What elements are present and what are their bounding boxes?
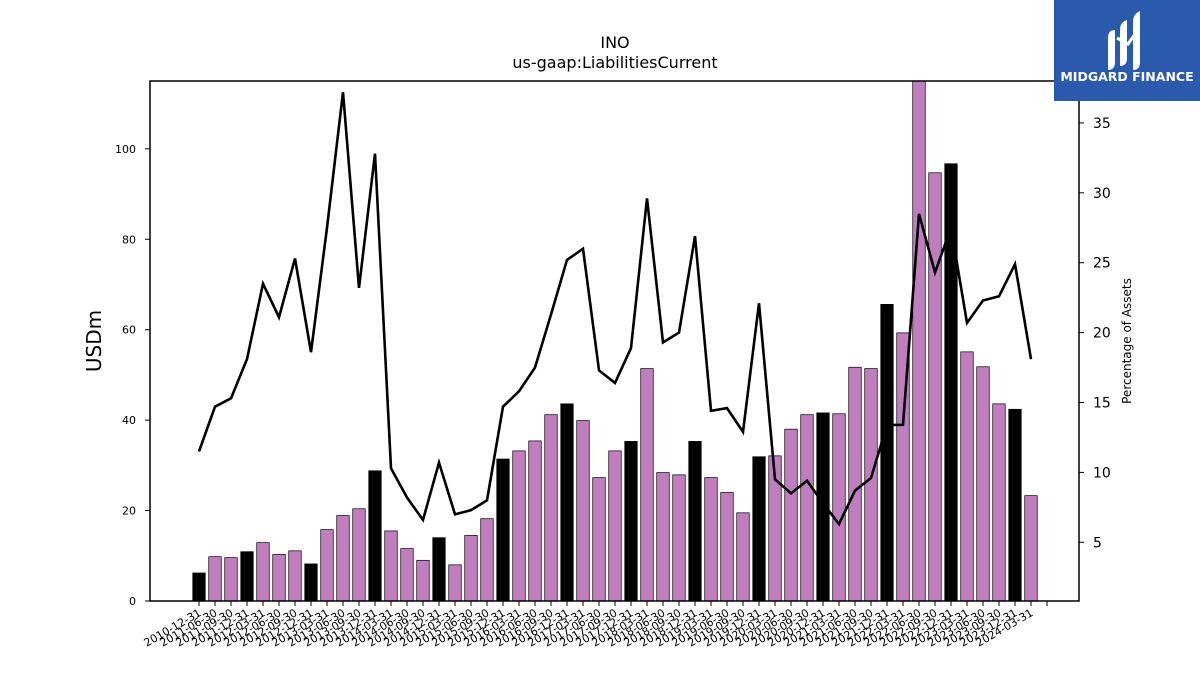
- bar-2015-12-31: [512, 450, 526, 602]
- bar-2017-03-31: [592, 477, 606, 602]
- bar-2013-06-30: [352, 508, 366, 602]
- bar-2022-06-30: [928, 172, 942, 602]
- y-tick-label: 0: [129, 595, 136, 608]
- bar-2011-06-30: [224, 557, 238, 602]
- y-tick-label: 100: [115, 143, 136, 156]
- x-axis-ticks: 2010-12-312011-06-302011-09-302011-12-31…: [142, 601, 1048, 650]
- y2-tick-label: 5: [1093, 535, 1102, 551]
- bar-2021-06-30: [864, 368, 878, 602]
- logo-text: MIDGARD FINANCE: [1060, 69, 1193, 84]
- bar-2014-03-31: [400, 548, 414, 602]
- bar-2020-06-30: [800, 414, 814, 602]
- bar-2023-09-30: [1008, 408, 1022, 602]
- bar-2019-03-31: [720, 492, 734, 602]
- chart-subtitle: us-gaap:LiabilitiesCurrent: [512, 53, 717, 72]
- bar-2011-09-30: [240, 551, 254, 602]
- bar-2015-03-31: [464, 535, 478, 602]
- y-tick-label: 80: [122, 233, 136, 246]
- y2-axis-ticks: 5 10 15 20 25 30 35: [1079, 116, 1111, 551]
- chart-title: INO: [600, 33, 629, 52]
- bar-2021-03-31: [848, 366, 862, 602]
- bar-2019-09-30: [752, 456, 766, 602]
- line-series: [197, 92, 1033, 527]
- bar-2012-03-31: [272, 554, 286, 602]
- bar-2017-09-30: [624, 441, 638, 602]
- y2-tick-label: 30: [1093, 186, 1111, 202]
- bar-2017-06-30: [608, 450, 622, 602]
- bar-2011-12-31: [256, 542, 270, 602]
- midgard-finance-logo: MIDGARD FINANCE: [1054, 0, 1200, 101]
- bar-2014-12-31: [448, 564, 462, 602]
- y2-tick-label: 35: [1093, 116, 1111, 132]
- bar-2012-09-30: [304, 563, 318, 602]
- y-axis-ticks: 0 20 40 60 80 100: [115, 143, 150, 608]
- bar-2013-03-31: [336, 515, 350, 602]
- bar-2017-12-31: [640, 368, 654, 602]
- bar-2015-06-30: [480, 518, 494, 602]
- y-tick-label: 60: [122, 324, 136, 337]
- y-axis-label: USDm: [82, 310, 106, 372]
- bar-2023-03-31: [976, 366, 990, 602]
- bar-2023-06-30: [992, 403, 1006, 602]
- bar-2018-03-31: [656, 472, 670, 602]
- y-tick-label: 20: [122, 505, 136, 518]
- bar-2018-06-30: [672, 474, 686, 602]
- bar-2014-09-30: [432, 537, 446, 602]
- y2-tick-label: 25: [1093, 256, 1111, 272]
- y2-axis-label: Percentage of Assets: [1120, 278, 1134, 404]
- y2-tick-label: 20: [1093, 326, 1111, 342]
- bar-2018-09-30: [688, 441, 702, 602]
- bar-2015-09-30: [496, 458, 510, 602]
- bar-2021-09-30: [880, 304, 894, 602]
- bar-2016-12-31: [576, 420, 590, 602]
- bar-2011-03-31: [208, 556, 222, 602]
- bar-2013-12-31: [384, 530, 398, 602]
- bar-2022-03-31: [912, 80, 926, 602]
- y2-tick-label: 15: [1093, 396, 1111, 412]
- plot-frame: [149, 80, 1080, 602]
- y-tick-label: 40: [122, 414, 136, 427]
- bar-2016-03-31: [528, 440, 542, 602]
- bar-2012-06-30: [288, 550, 302, 602]
- bar-2016-09-30: [560, 403, 574, 602]
- bar-2013-09-30: [368, 470, 382, 602]
- bar-2010-12-31: [192, 572, 206, 602]
- bar-2020-03-31: [784, 428, 798, 602]
- bar-2023-12-31: [1024, 495, 1038, 602]
- bar-2016-06-30: [544, 414, 558, 602]
- midgard-logo-icon: [1108, 11, 1140, 70]
- bar-2019-06-30: [736, 512, 750, 602]
- bar-2012-12-31: [320, 529, 334, 602]
- bar-2020-12-31: [832, 413, 846, 602]
- percentage-line: [197, 92, 1033, 527]
- bar-2014-06-30: [416, 559, 430, 602]
- bar-2018-12-31: [704, 477, 718, 602]
- y2-tick-label: 10: [1093, 465, 1111, 481]
- bar-2022-12-31: [960, 351, 974, 602]
